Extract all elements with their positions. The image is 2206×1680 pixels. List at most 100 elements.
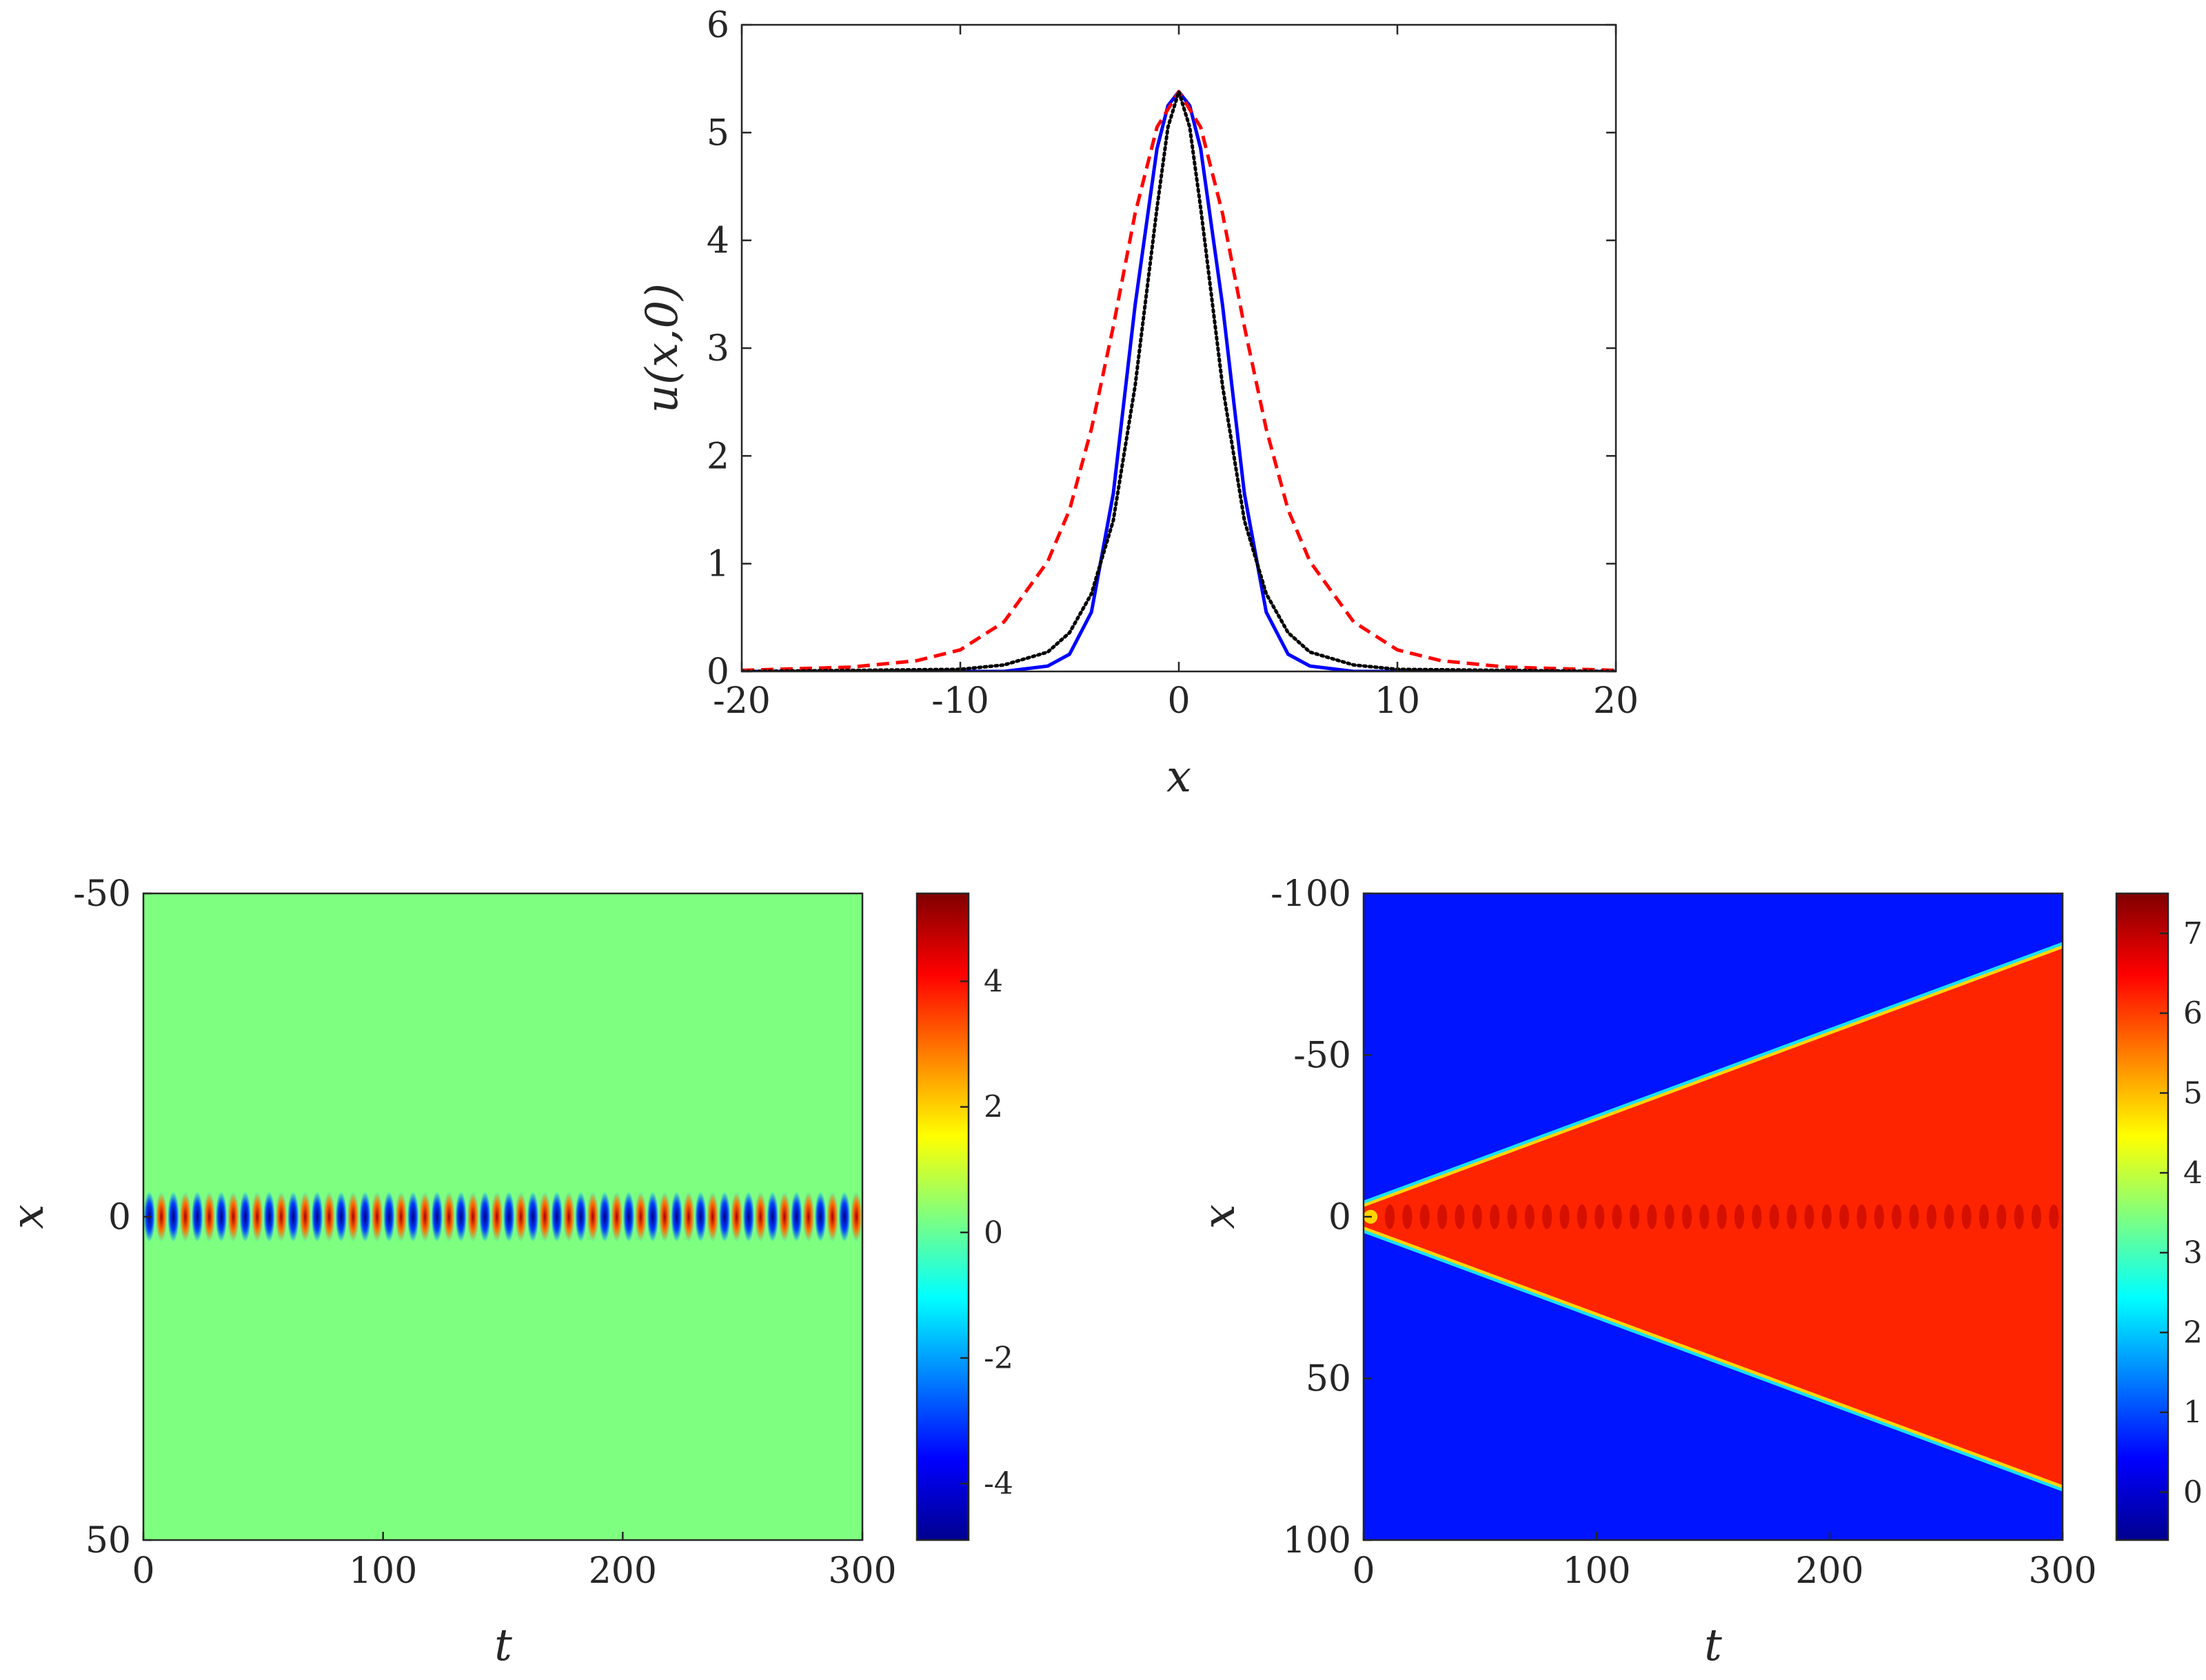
oscillation-cell [431,1192,443,1242]
colorbar-tick-label: 0 [2183,1475,2203,1510]
y-tick-label: 0 [707,651,729,693]
x-tick-label: 100 [1562,1550,1630,1592]
x-tick-label: 300 [828,1550,896,1592]
colorbar-tick-label: 5 [2183,1076,2203,1111]
colorbar-tick-label: 2 [2183,1315,2203,1350]
y-tick-label: 2 [707,436,729,477]
center-oscillation-mark [1874,1204,1884,1229]
oscillation-cell [551,1192,563,1242]
x-tick-label: -20 [713,680,771,722]
y-tick-label: 50 [85,1520,131,1561]
colorbar-tick-label: 6 [2183,996,2203,1031]
x-tick-label: 0 [132,1550,154,1592]
x-tick-label: -10 [931,680,989,722]
oscillation-cell [827,1192,838,1242]
y-axis-label: u(x,0) [637,283,688,413]
oscillation-cell [503,1192,515,1242]
oscillation-cell [263,1192,275,1242]
colorbar-tick-label: 7 [2183,916,2203,951]
oscillation-cell [443,1192,455,1242]
front-region-group [1364,942,2063,1492]
colorbar-tick-group: -4 -2 0 2 4 [960,964,1013,1501]
colorbar [2116,893,2168,1540]
center-oscillation-mark [1821,1204,1832,1229]
oscillation-cell [575,1192,587,1242]
x-tick-label: 20 [1593,680,1639,722]
oscillation-cell [359,1192,371,1242]
center-oscillation-mark [1979,1204,1990,1229]
y-tick-label: -100 [1271,873,1351,915]
oscillation-cell [168,1192,179,1242]
colorbar-tick-label: -2 [984,1341,1013,1376]
oscillation-cell [179,1192,192,1242]
center-oscillation-mark [1926,1204,1936,1229]
oscillation-cell [838,1192,851,1242]
x-tick-label: 0 [1352,1550,1375,1592]
center-oscillation-mark [1455,1204,1465,1229]
colorbar-tick-group: 0 1 2 3 4 5 6 7 [2160,916,2203,1510]
y-tick-label: 1 [707,544,729,585]
center-oscillation-mark [1437,1204,1448,1229]
center-oscillation-mark [1629,1204,1640,1229]
oscillation-cell [491,1192,503,1242]
line-panel: -20 -10 0 10 20 0 1 2 3 4 5 6 x u(x,0) [637,5,1639,802]
center-oscillation-mark [1524,1204,1535,1229]
oscillation-cell [335,1192,347,1242]
oscillation-cell [658,1192,671,1242]
center-oscillation-mark [1699,1204,1710,1229]
line-series-dotted [742,90,1616,671]
oscillation-cell [671,1192,682,1242]
oscillation-cell [718,1192,731,1242]
y-tick-label: 0 [108,1197,131,1238]
center-oscillation-mark [1490,1204,1500,1229]
oscillation-cell [767,1192,778,1242]
x-axis-label: x [1166,751,1191,802]
center-oscillation-mark [1577,1204,1587,1229]
oscillation-cell [515,1192,527,1242]
plateau-region [1364,948,2063,1486]
x-tick-label: 300 [2028,1550,2096,1592]
oscillation-cell [539,1192,551,1242]
x-axis-label: t [1704,1620,1722,1671]
oscillation-cell [742,1192,755,1242]
center-oscillation-mark [1559,1204,1570,1229]
center-oscillation-mark [2049,1204,2059,1229]
plot-area [742,25,1616,671]
oscillation-cell [647,1192,659,1242]
oscillation-cell [311,1192,323,1242]
oscillation-cell [611,1192,623,1242]
oscillation-cell [599,1192,611,1242]
center-oscillation-mark [1612,1204,1622,1229]
oscillation-cell [227,1192,239,1242]
y-tick-label: 6 [707,5,729,46]
x-tick-label: 100 [349,1550,417,1592]
center-oscillation-mark [1752,1204,1762,1229]
y-tick-label: 100 [1283,1520,1351,1561]
colorbar-tick-label: 0 [984,1215,1003,1251]
oscillation-cell [323,1192,335,1242]
colorbar-tick-label: 4 [984,964,1003,999]
y-tick-label: -50 [1293,1035,1351,1077]
y-tick-label: 5 [707,112,729,154]
oscillation-cell [407,1192,419,1242]
y-axis-label: x [1194,1204,1245,1229]
oscillation-cell [455,1192,467,1242]
oscillation-cell [371,1192,383,1242]
oscillation-cell [695,1192,707,1242]
x-tick-label: 10 [1375,680,1420,722]
oscillation-cell [395,1192,407,1242]
oscillation-cell [778,1192,791,1242]
center-oscillation-mark [2031,1204,2042,1229]
oscillation-cells-group [143,1192,862,1242]
center-oscillation-mark [1419,1204,1430,1229]
center-oscillation-mark [1996,1204,2007,1229]
oscillation-cell [467,1192,479,1242]
colorbar-tick-label: 1 [2183,1395,2203,1430]
oscillation-cell [754,1192,767,1242]
center-oscillation-mark [1961,1204,1972,1229]
center-oscillation-mark [1769,1204,1779,1229]
oscillation-cell [563,1192,575,1242]
oscillation-cell [191,1192,203,1242]
